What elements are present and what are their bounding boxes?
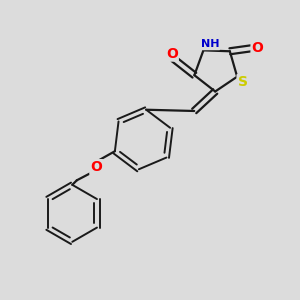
Text: O: O — [90, 160, 102, 174]
Text: O: O — [166, 46, 178, 61]
Text: NH: NH — [201, 39, 219, 49]
Text: O: O — [251, 41, 263, 55]
Text: S: S — [238, 75, 248, 89]
